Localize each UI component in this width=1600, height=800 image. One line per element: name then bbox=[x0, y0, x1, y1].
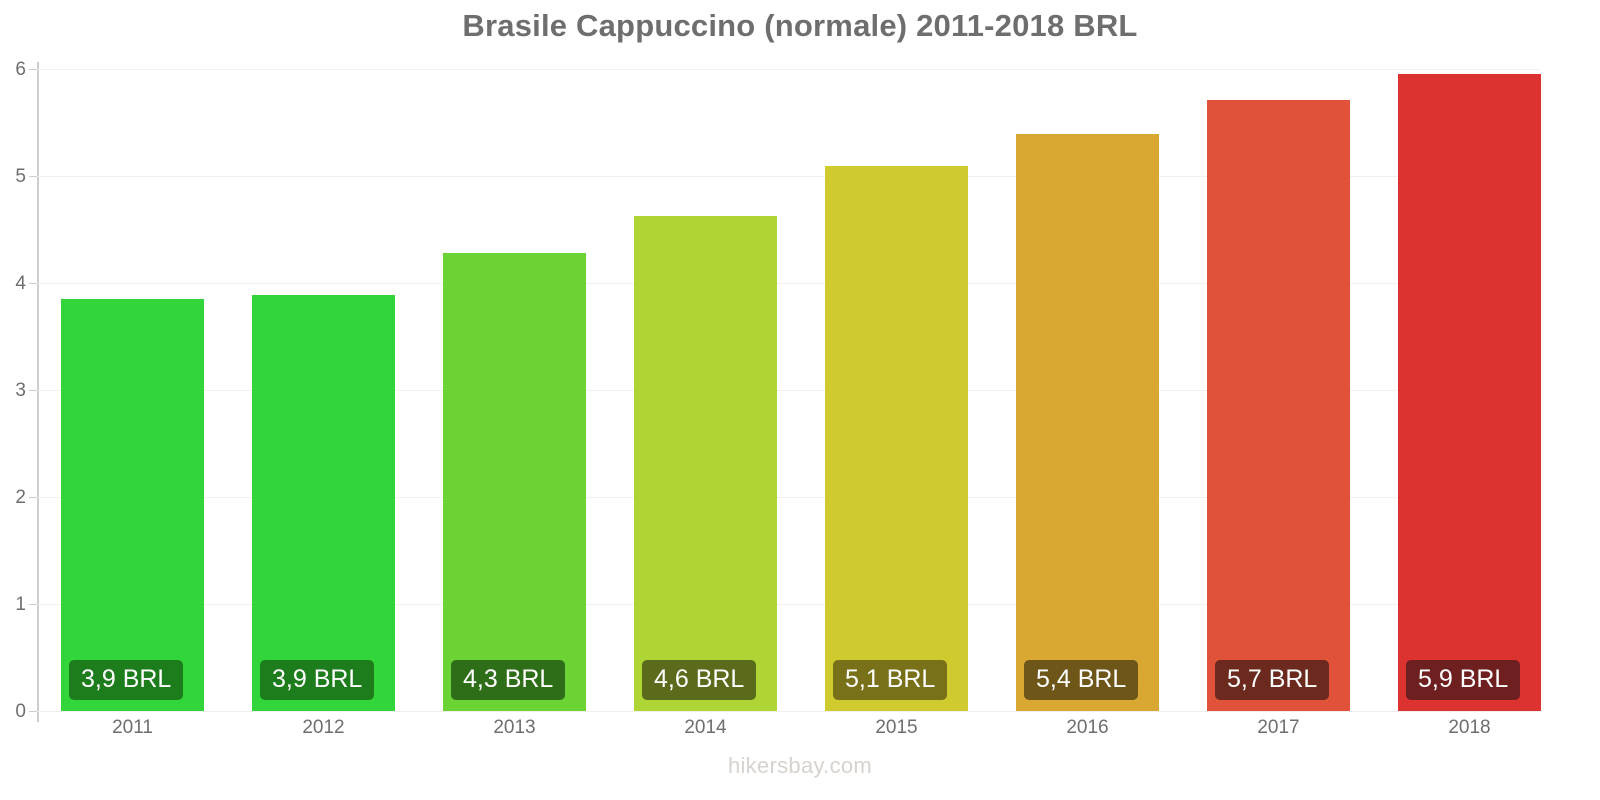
y-tick-label: 3 bbox=[15, 380, 26, 401]
gridline bbox=[37, 711, 1540, 712]
x-tick-label-2016: 2016 bbox=[1066, 717, 1109, 738]
gridline bbox=[37, 176, 1540, 177]
plot-area: 3,9 BRL 3,9 BRL 4,3 BRL 4,6 BRL 5,1 BRL 5,4 B… bbox=[37, 69, 1541, 712]
bar-value-label: 5,1 BRL bbox=[833, 659, 948, 700]
bar-value-label: 5,7 BRL bbox=[1215, 659, 1330, 700]
y-tick-label: 6 bbox=[15, 59, 26, 80]
y-tick-mark bbox=[29, 497, 37, 498]
bar-rect[interactable] bbox=[1016, 134, 1159, 711]
gridline bbox=[37, 390, 1540, 391]
bar-value-label: 5,9 BRL bbox=[1406, 659, 1521, 700]
y-tick-label: 2 bbox=[15, 487, 26, 508]
y-tick-mark bbox=[29, 604, 37, 605]
bar-2017[interactable]: 5,7 BRL bbox=[1207, 100, 1350, 711]
bar-2018[interactable]: 5,9 BRL bbox=[1398, 74, 1541, 711]
bar-value-label: 4,3 BRL bbox=[451, 659, 566, 700]
bar-rect[interactable] bbox=[1398, 74, 1541, 711]
gridline bbox=[37, 69, 1540, 70]
x-tick-label-2013: 2013 bbox=[493, 717, 536, 738]
bar-value-label: 3,9 BRL bbox=[260, 659, 375, 700]
y-tick-label: 5 bbox=[15, 166, 26, 187]
bar-value-label: 5,4 BRL bbox=[1024, 659, 1139, 700]
x-tick-label-2012: 2012 bbox=[302, 717, 345, 738]
y-tick-mark bbox=[29, 283, 37, 284]
y-tick-mark bbox=[29, 711, 37, 712]
bar-rect[interactable] bbox=[61, 299, 204, 711]
chart-title: Brasile Cappuccino (normale) 2011-2018 B… bbox=[462, 8, 1138, 43]
bar-rect[interactable] bbox=[825, 166, 968, 711]
y-tick-label: 1 bbox=[15, 594, 26, 615]
bar-2011[interactable]: 3,9 BRL bbox=[61, 299, 204, 711]
y-tick-mark bbox=[29, 390, 37, 391]
bar-rect[interactable] bbox=[252, 294, 395, 711]
bar-value-label: 4,6 BRL bbox=[642, 659, 757, 700]
bar-value-label: 3,9 BRL bbox=[69, 659, 184, 700]
x-tick-label-2017: 2017 bbox=[1257, 717, 1300, 738]
bar-rect[interactable] bbox=[634, 215, 777, 711]
y-axis-line bbox=[37, 62, 39, 722]
x-tick-label-2018: 2018 bbox=[1448, 717, 1491, 738]
bar-2016[interactable]: 5,4 BRL bbox=[1016, 134, 1159, 711]
y-tick-mark bbox=[29, 176, 37, 177]
x-tick-label-2015: 2015 bbox=[875, 717, 918, 738]
y-tick-mark bbox=[29, 69, 37, 70]
bar-rect[interactable] bbox=[443, 253, 586, 711]
bar-rect[interactable] bbox=[1207, 100, 1350, 711]
x-tick-label-2011: 2011 bbox=[112, 717, 153, 738]
x-tick-label-2014: 2014 bbox=[684, 717, 727, 738]
bar-2015[interactable]: 5,1 BRL bbox=[825, 166, 968, 711]
bar-2014[interactable]: 4,6 BRL bbox=[634, 215, 777, 711]
bar-2013[interactable]: 4,3 BRL bbox=[443, 253, 586, 711]
gridline bbox=[37, 283, 1540, 284]
chart-footer-source: hikersbay.com bbox=[727, 753, 873, 778]
bar-2012[interactable]: 3,9 BRL bbox=[252, 294, 395, 711]
y-tick-label: 0 bbox=[15, 701, 26, 722]
gridline bbox=[37, 604, 1540, 605]
gridline bbox=[37, 497, 1540, 498]
y-tick-label: 4 bbox=[15, 273, 26, 294]
